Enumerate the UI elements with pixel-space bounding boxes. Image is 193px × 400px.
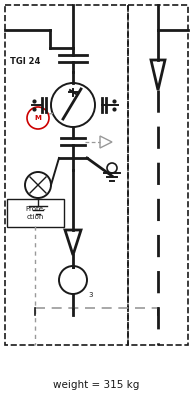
Text: Prote-
ction: Prote- ction — [25, 206, 46, 220]
Text: TGI 24: TGI 24 — [10, 56, 40, 66]
Bar — [128, 5, 188, 345]
Text: M: M — [35, 115, 41, 121]
Text: weight = 315 kg: weight = 315 kg — [53, 380, 139, 390]
Text: 3: 3 — [88, 292, 92, 298]
Bar — [5, 5, 128, 345]
FancyBboxPatch shape — [7, 199, 64, 227]
